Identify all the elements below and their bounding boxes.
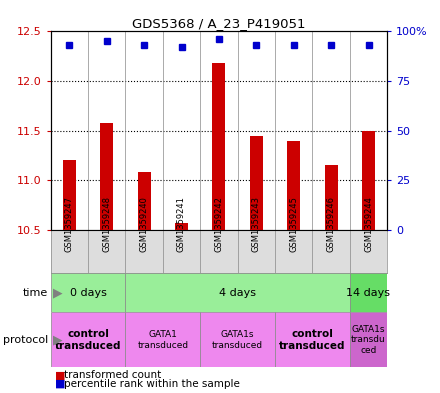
Text: ■: ■ — [55, 379, 66, 389]
Title: GDS5368 / A_23_P419051: GDS5368 / A_23_P419051 — [132, 17, 306, 30]
Bar — [125, 312, 200, 367]
Text: GATA1
transduced: GATA1 transduced — [137, 330, 188, 350]
Bar — [200, 312, 275, 367]
Bar — [175, 223, 188, 230]
Text: ▶: ▶ — [53, 286, 62, 299]
Bar — [138, 173, 150, 230]
Text: 0 days: 0 days — [70, 288, 106, 298]
Text: percentile rank within the sample: percentile rank within the sample — [64, 379, 240, 389]
Text: GATA1s
transdu
ced: GATA1s transdu ced — [351, 325, 386, 355]
Text: GSM1359240: GSM1359240 — [139, 196, 149, 252]
Text: GSM1359247: GSM1359247 — [65, 196, 74, 252]
Bar — [325, 165, 337, 230]
Text: GSM1359246: GSM1359246 — [326, 196, 336, 252]
Bar — [350, 312, 387, 367]
Text: ■: ■ — [55, 370, 66, 380]
Bar — [250, 136, 263, 230]
Text: time: time — [23, 288, 48, 298]
Bar — [51, 273, 125, 312]
Bar — [100, 123, 113, 230]
Text: GSM1359248: GSM1359248 — [102, 196, 111, 252]
Bar — [51, 312, 125, 367]
Bar — [213, 63, 225, 230]
Text: control
transduced: control transduced — [279, 329, 346, 351]
Bar — [350, 273, 387, 312]
Text: GSM1359242: GSM1359242 — [214, 196, 224, 252]
Text: 14 days: 14 days — [347, 288, 391, 298]
Text: transformed count: transformed count — [64, 370, 161, 380]
Bar — [287, 141, 300, 230]
Text: 4 days: 4 days — [219, 288, 256, 298]
Text: GSM1359241: GSM1359241 — [177, 196, 186, 252]
Text: ▶: ▶ — [53, 333, 62, 347]
Bar — [63, 160, 76, 230]
Text: GATA1s
transduced: GATA1s transduced — [212, 330, 263, 350]
Text: GSM1359245: GSM1359245 — [289, 196, 298, 252]
Text: protocol: protocol — [3, 335, 48, 345]
Bar — [125, 273, 350, 312]
Text: control
transduced: control transduced — [55, 329, 121, 351]
Bar — [362, 130, 375, 230]
Bar — [275, 312, 350, 367]
Text: GSM1359243: GSM1359243 — [252, 196, 261, 252]
Text: GSM1359244: GSM1359244 — [364, 196, 373, 252]
